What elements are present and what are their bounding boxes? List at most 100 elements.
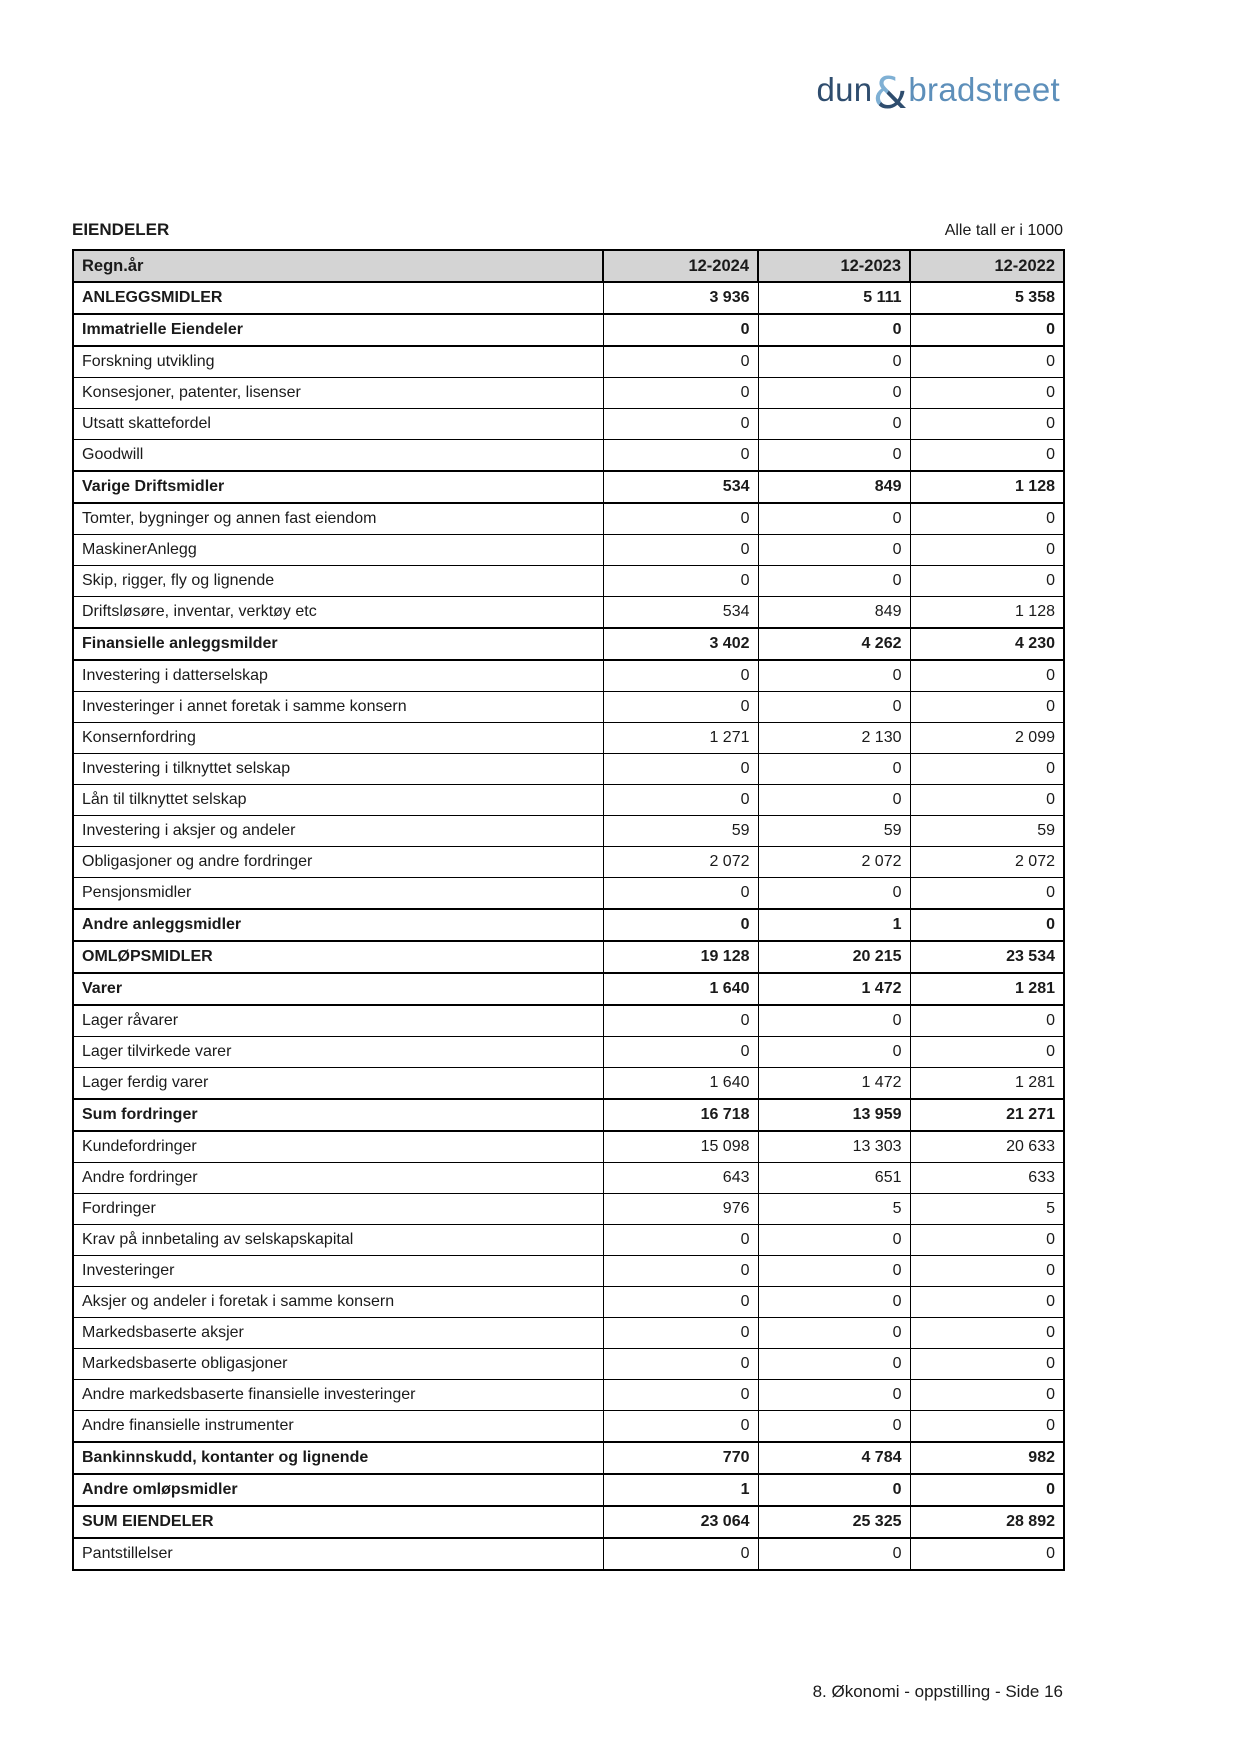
row-value: 0 bbox=[602, 1036, 759, 1068]
row-value: 0 bbox=[757, 659, 911, 692]
row-value: 643 bbox=[602, 1162, 759, 1194]
row-label: Andre markedsbaserte finansielle investe… bbox=[72, 1379, 604, 1411]
row-value: 13 303 bbox=[757, 1130, 911, 1163]
row-value: 3 936 bbox=[602, 281, 759, 315]
row-value: 23 534 bbox=[909, 940, 1065, 974]
balance-sheet-table: Regn.år 12-2024 12-2023 12-2022 ANLEGGSM… bbox=[72, 249, 1065, 1571]
table-row: Skip, rigger, fly og lignende 0 0 0 bbox=[72, 565, 1065, 597]
row-value: 633 bbox=[909, 1162, 1065, 1194]
row-label: Investeringer bbox=[72, 1255, 604, 1287]
column-header-regnar: Regn.år bbox=[72, 249, 604, 283]
row-value: 0 bbox=[909, 439, 1065, 472]
row-label: Varer bbox=[72, 972, 604, 1006]
row-value: 0 bbox=[757, 784, 911, 816]
row-value: 0 bbox=[602, 1537, 759, 1571]
row-value: 0 bbox=[602, 784, 759, 816]
row-value: 25 325 bbox=[757, 1505, 911, 1539]
table-row: Andre omløpsmidler 1 0 0 bbox=[72, 1473, 1065, 1507]
row-value: 0 bbox=[909, 1410, 1065, 1443]
row-value: 0 bbox=[757, 313, 911, 347]
row-value: 0 bbox=[909, 1473, 1065, 1507]
row-value: 0 bbox=[602, 1286, 759, 1318]
row-value: 3 402 bbox=[602, 627, 759, 661]
table-row: Lager ferdig varer 1 640 1 472 1 281 bbox=[72, 1067, 1065, 1100]
table-row: Forskning utvikling 0 0 0 bbox=[72, 345, 1065, 378]
row-value: 0 bbox=[909, 753, 1065, 785]
row-value: 16 718 bbox=[602, 1098, 759, 1132]
row-value: 0 bbox=[602, 565, 759, 597]
row-label: OMLØPSMIDLER bbox=[72, 940, 604, 974]
table-body: ANLEGGSMIDLER 3 936 5 111 5 358 Immatrielle … bbox=[72, 281, 1065, 1571]
row-value: 13 959 bbox=[757, 1098, 911, 1132]
row-label: Investering i tilknyttet selskap bbox=[72, 753, 604, 785]
row-label: ANLEGGSMIDLER bbox=[72, 281, 604, 315]
table-row: Varige Driftsmidler 534 849 1 128 bbox=[72, 470, 1065, 504]
row-value: 0 bbox=[909, 908, 1065, 942]
row-value: 59 bbox=[602, 815, 759, 847]
table-row: Investeringer 0 0 0 bbox=[72, 1255, 1065, 1287]
row-label: Finansielle anleggsmilder bbox=[72, 627, 604, 661]
row-value: 1 128 bbox=[909, 470, 1065, 504]
row-value: 849 bbox=[757, 470, 911, 504]
row-value: 0 bbox=[757, 377, 911, 409]
title-row: EIENDELER Alle tall er i 1000 bbox=[72, 220, 1063, 240]
table-row: Markedsbaserte aksjer 0 0 0 bbox=[72, 1317, 1065, 1349]
row-value: 0 bbox=[602, 502, 759, 535]
row-value: 0 bbox=[602, 345, 759, 378]
table-row: Goodwill 0 0 0 bbox=[72, 439, 1065, 472]
table-row: Pantstillelser 0 0 0 bbox=[72, 1537, 1065, 1571]
row-label: Goodwill bbox=[72, 439, 604, 472]
page-footer: 8. Økonomi - oppstilling - Side 16 bbox=[812, 1682, 1063, 1701]
table-row: Pensjonsmidler 0 0 0 bbox=[72, 877, 1065, 910]
table-row: Krav på innbetaling av selskapskapital 0 0… bbox=[72, 1224, 1065, 1256]
row-value: 0 bbox=[757, 1224, 911, 1256]
row-value: 0 bbox=[909, 1317, 1065, 1349]
row-label: Immatrielle Eiendeler bbox=[72, 313, 604, 347]
row-value: 2 072 bbox=[757, 846, 911, 878]
logo-text-dun: dun bbox=[816, 70, 873, 108]
row-value: 20 215 bbox=[757, 940, 911, 974]
row-value: 651 bbox=[757, 1162, 911, 1194]
row-value: 0 bbox=[757, 753, 911, 785]
row-value: 0 bbox=[602, 753, 759, 785]
row-value: 0 bbox=[602, 534, 759, 566]
row-value: 0 bbox=[602, 1348, 759, 1380]
row-value: 0 bbox=[757, 1036, 911, 1068]
table-row: Aksjer og andeler i foretak i samme kons… bbox=[72, 1286, 1065, 1318]
row-value: 0 bbox=[909, 565, 1065, 597]
row-value: 0 bbox=[909, 534, 1065, 566]
row-value: 849 bbox=[757, 596, 911, 629]
units-note: Alle tall er i 1000 bbox=[944, 222, 1063, 239]
row-label: Kundefordringer bbox=[72, 1130, 604, 1163]
row-value: 0 bbox=[909, 313, 1065, 347]
row-label: Konsesjoner, patenter, lisenser bbox=[72, 377, 604, 409]
row-value: 1 271 bbox=[602, 722, 759, 754]
table-row: Konsernfordring 1 271 2 130 2 099 bbox=[72, 722, 1065, 754]
row-value: 5 111 bbox=[757, 281, 911, 315]
row-value: 0 bbox=[602, 1317, 759, 1349]
row-value: 0 bbox=[909, 345, 1065, 378]
row-value: 4 262 bbox=[757, 627, 911, 661]
row-label: Skip, rigger, fly og lignende bbox=[72, 565, 604, 597]
row-label: Lån til tilknyttet selskap bbox=[72, 784, 604, 816]
row-value: 0 bbox=[757, 1004, 911, 1037]
row-value: 0 bbox=[757, 1537, 911, 1571]
row-value: 0 bbox=[602, 1255, 759, 1287]
row-value: 0 bbox=[757, 1286, 911, 1318]
row-value: 2 130 bbox=[757, 722, 911, 754]
table-row: Bankinnskudd, kontanter og lignende 770 4 … bbox=[72, 1441, 1065, 1475]
table-row: Obligasjoner og andre fordringer 2 072 2 0… bbox=[72, 846, 1065, 878]
table-row: Utsatt skattefordel 0 0 0 bbox=[72, 408, 1065, 440]
svg-text:&: & bbox=[873, 68, 907, 116]
table-row: MaskinerAnlegg 0 0 0 bbox=[72, 534, 1065, 566]
row-value: 0 bbox=[602, 1224, 759, 1256]
table-header-row: Regn.år 12-2024 12-2023 12-2022 bbox=[72, 249, 1065, 283]
row-value: 0 bbox=[757, 1317, 911, 1349]
row-value: 976 bbox=[602, 1193, 759, 1225]
row-label: Obligasjoner og andre fordringer bbox=[72, 846, 604, 878]
row-value: 0 bbox=[909, 784, 1065, 816]
table-row: Tomter, bygninger og annen fast eiendom 0… bbox=[72, 502, 1065, 535]
row-value: 0 bbox=[757, 1410, 911, 1443]
row-value: 0 bbox=[602, 313, 759, 347]
row-label: Bankinnskudd, kontanter og lignende bbox=[72, 1441, 604, 1475]
